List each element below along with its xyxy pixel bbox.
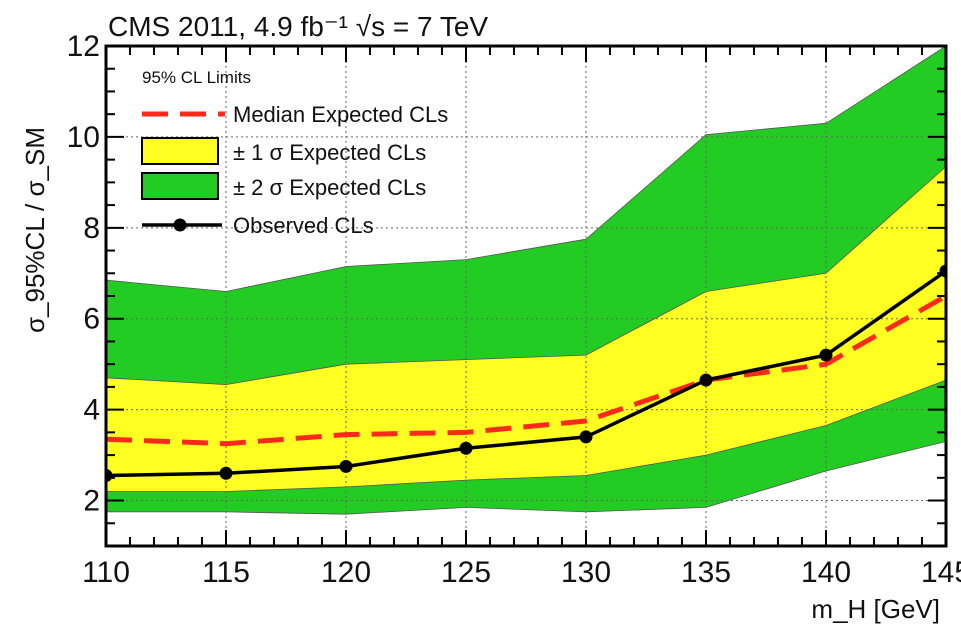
- legend-swatch-2sigma: [141, 172, 219, 200]
- chart-title: CMS 2011, 4.9 fb⁻¹ √s = 7 TeV: [108, 11, 488, 42]
- y-tick-label: 10: [67, 121, 100, 154]
- legend-label-1sigma: ± 1 σ Expected CLs: [233, 140, 426, 165]
- legend-swatch-observed-marker: [173, 218, 187, 232]
- legend: 95% CL Limits Median Expected CLs ± 1 σ Ex…: [141, 68, 448, 238]
- y-axis-label: σ_95%CL / σ_SM: [20, 127, 50, 333]
- observed-point: [459, 441, 473, 455]
- x-tick-label: 110: [82, 556, 130, 589]
- bands-layer: [106, 46, 946, 515]
- observed-point: [219, 466, 233, 480]
- legend-label-2sigma: ± 2 σ Expected CLs: [233, 175, 426, 200]
- x-tick-label: 130: [561, 556, 611, 589]
- series-line-median-expected: [106, 293, 946, 447]
- series-line-observed: [106, 269, 946, 478]
- series-layer: [106, 264, 946, 483]
- observed-point: [819, 348, 833, 362]
- x-tick-label: 145: [921, 556, 961, 589]
- chart-title-text: CMS 2011, 4.9 fb⁻¹ √s = 7 TeV: [108, 11, 488, 42]
- observed-point: [579, 430, 593, 444]
- legend-title: 95% CL Limits: [142, 68, 251, 87]
- x-tick-label: 140: [801, 556, 851, 589]
- y-tick-label: 12: [67, 30, 100, 63]
- legend-label-observed: Observed CLs: [233, 213, 374, 238]
- observed-point: [699, 373, 713, 387]
- x-tick-label: 125: [441, 556, 491, 589]
- x-tick-label: 115: [202, 556, 250, 589]
- axis-labels: σ_95%CL / σ_SM m_H [GeV]: [20, 127, 940, 624]
- legend-swatch-1sigma: [141, 137, 219, 165]
- legend-label-median-expected: Median Expected CLs: [233, 102, 448, 127]
- x-tick-label: 120: [321, 556, 371, 589]
- y-tick-label: 4: [83, 394, 100, 427]
- y-tick-label: 8: [83, 212, 100, 245]
- y-tick-label: 6: [83, 303, 100, 336]
- y-tick-label: 2: [83, 485, 100, 518]
- band-1sigma: [106, 165, 946, 492]
- x-axis-label: m_H [GeV]: [811, 594, 940, 624]
- x-tick-label: 135: [681, 556, 731, 589]
- ticks-layer: 110 115 120 125 130 135 140 145 2 4 6 8 10 12: [67, 30, 961, 589]
- observed-point: [339, 459, 353, 473]
